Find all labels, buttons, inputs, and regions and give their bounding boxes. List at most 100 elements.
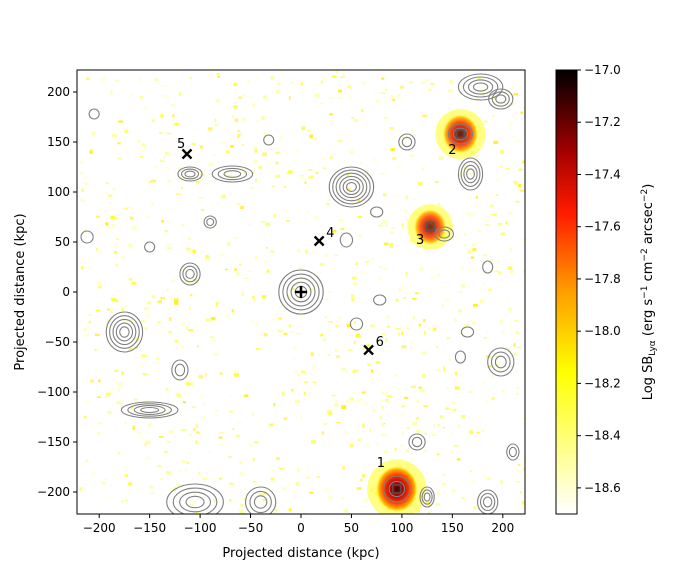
noise-speckle xyxy=(199,145,203,149)
colorbar-label: Log SBLyα (erg s−1 cm−2 arcsec−2) xyxy=(640,184,658,401)
contour-line xyxy=(462,76,499,98)
noise-speckle xyxy=(239,132,242,136)
contour-source xyxy=(447,123,474,145)
colorbar-tick-label: −17.0 xyxy=(584,63,621,77)
noise-speckle xyxy=(227,174,232,177)
contour-source xyxy=(80,230,94,244)
noise-speckle xyxy=(510,271,514,273)
noise-speckle xyxy=(255,119,261,122)
noise-speckle xyxy=(198,471,201,476)
noise-speckle xyxy=(357,215,362,218)
noise-speckle xyxy=(347,187,351,191)
noise-speckle xyxy=(468,212,474,217)
noise-speckle xyxy=(516,346,522,349)
contour-source xyxy=(179,262,201,286)
noise-speckle xyxy=(453,445,459,447)
noise-speckle xyxy=(169,488,173,492)
noise-speckle xyxy=(98,422,103,425)
noise-speckle xyxy=(89,150,93,154)
noise-speckle xyxy=(276,457,280,461)
noise-speckle xyxy=(378,277,381,281)
noise-speckle xyxy=(195,511,199,513)
noise-speckle xyxy=(514,370,517,373)
noise-speckle xyxy=(214,118,217,123)
noise-speckle xyxy=(423,405,428,407)
noise-speckle xyxy=(433,424,436,427)
noise-speckle xyxy=(255,178,257,182)
noise-speckle xyxy=(360,331,363,335)
noise-speckle xyxy=(115,264,118,266)
noise-speckle xyxy=(198,431,201,435)
noise-speckle xyxy=(358,234,361,237)
contour-line xyxy=(460,326,475,338)
y-tick-label: 150 xyxy=(47,135,70,149)
colorbar-gradient xyxy=(555,69,578,515)
noise-speckle xyxy=(125,499,128,502)
noise-speckle xyxy=(134,337,136,341)
noise-speckle xyxy=(400,444,404,447)
noise-speckle xyxy=(192,478,194,481)
noise-speckle xyxy=(177,166,183,171)
noise-speckle xyxy=(413,253,417,255)
noise-speckle xyxy=(431,434,436,436)
contour-line xyxy=(457,157,484,191)
noise-speckle xyxy=(268,423,274,427)
contour-line xyxy=(463,164,478,184)
noise-speckle xyxy=(157,300,160,303)
noise-speckle xyxy=(104,191,108,194)
noise-speckle xyxy=(272,317,276,322)
noise-speckle xyxy=(298,267,301,269)
noise-speckle xyxy=(80,199,85,202)
noise-speckle xyxy=(383,193,387,197)
noise-speckle xyxy=(481,430,485,432)
noise-speckle xyxy=(322,392,325,395)
noise-speckle xyxy=(475,155,478,157)
x-tick-label: 0 xyxy=(297,521,305,535)
colorbar-tick-label: −17.8 xyxy=(584,272,621,286)
noise-speckle xyxy=(165,388,169,391)
noise-speckle xyxy=(159,300,162,304)
noise-speckle xyxy=(422,168,424,171)
noise-speckle xyxy=(196,345,199,348)
noise-speckle xyxy=(94,349,97,352)
noise-speckle xyxy=(442,304,444,307)
noise-speckle xyxy=(143,107,147,111)
noise-speckle xyxy=(510,134,515,138)
noise-speckle xyxy=(492,213,497,216)
noise-speckle xyxy=(278,82,281,86)
noise-speckle xyxy=(522,467,525,471)
contour-source xyxy=(244,486,277,514)
noise-speckle xyxy=(445,297,450,301)
noise-speckle xyxy=(473,506,477,510)
noise-speckle xyxy=(333,400,339,403)
noise-speckle xyxy=(495,194,499,196)
noise-speckle xyxy=(365,402,368,405)
noise-speckle xyxy=(500,480,504,484)
bright-emission-layer xyxy=(367,108,486,514)
noise-speckle xyxy=(240,504,244,507)
noise-speckle xyxy=(286,171,289,175)
noise-speckle xyxy=(151,202,154,205)
noise-speckle xyxy=(471,480,475,484)
noise-speckle xyxy=(386,315,390,319)
noise-speckle xyxy=(336,70,339,74)
contour-line xyxy=(249,490,272,514)
noise-speckle xyxy=(345,370,349,373)
noise-speckle xyxy=(355,507,358,510)
noise-speckle xyxy=(121,500,124,503)
noise-speckle xyxy=(363,271,368,273)
noise-speckle xyxy=(346,323,352,328)
noise-speckle xyxy=(139,155,144,158)
noise-speckle xyxy=(189,382,193,386)
noise-speckle xyxy=(290,330,293,333)
noise-speckle xyxy=(135,337,139,341)
noise-speckle xyxy=(97,97,100,99)
contour-line xyxy=(467,79,494,95)
noise-speckle xyxy=(86,326,90,328)
noise-speckle xyxy=(445,407,449,410)
noise-speckle xyxy=(96,396,101,398)
noise-speckle xyxy=(201,209,205,211)
noise-speckle xyxy=(214,480,218,482)
noise-speckle xyxy=(116,400,122,405)
